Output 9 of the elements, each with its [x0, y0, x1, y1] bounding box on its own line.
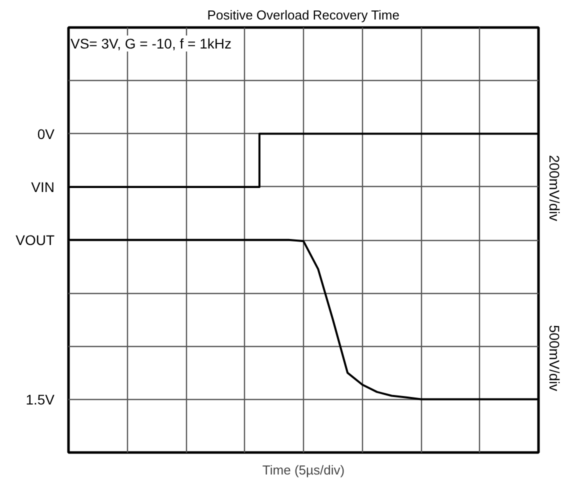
chart-title: Positive Overload Recovery Time — [207, 8, 400, 22]
text: 200mV/div — [546, 155, 562, 222]
text: VS= 3V, G = -10, f = 1kHz — [70, 36, 232, 52]
text: 1.5V — [26, 391, 56, 408]
x-axis-title: Time (5µs/div) — [262, 462, 345, 478]
text: VIN — [31, 178, 55, 195]
text: 0V — [37, 126, 56, 142]
text: 500mV/div — [546, 325, 562, 392]
text: VOUT — [16, 232, 55, 248]
